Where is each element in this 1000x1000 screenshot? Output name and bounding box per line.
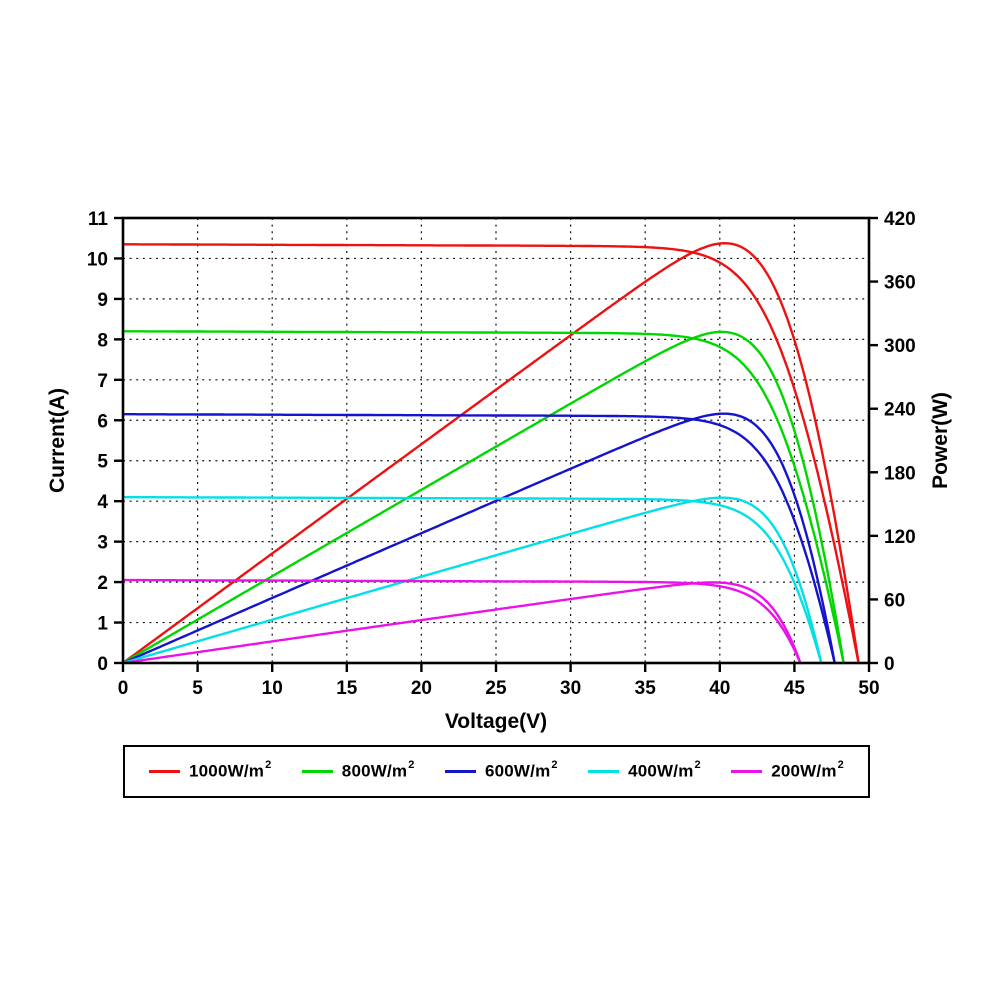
legend-line-swatch-800 bbox=[301, 770, 333, 773]
pv-curve-400W/m2 bbox=[121, 496, 823, 665]
y-right-tick-label: 0 bbox=[884, 654, 895, 675]
legend-item-1000: 1000W/m2 bbox=[149, 759, 272, 782]
grid-layer bbox=[123, 218, 869, 663]
legend-item-200: 200W/m2 bbox=[731, 759, 844, 782]
y-left-tick-label: 5 bbox=[97, 452, 108, 473]
legend-item-800: 800W/m2 bbox=[301, 759, 415, 782]
iv-curve-600W/m2 bbox=[121, 413, 836, 665]
y-right-tick-label: 60 bbox=[884, 590, 905, 611]
y-left-tick-label: 7 bbox=[97, 371, 108, 392]
pv-curve-200W/m2 bbox=[121, 581, 802, 665]
y-left-tick-label: 3 bbox=[97, 533, 108, 554]
legend-label-600: 600W/m2 bbox=[484, 759, 558, 781]
legend-line-swatch-200 bbox=[731, 770, 763, 773]
y-left-tick-label: 1 bbox=[97, 614, 108, 635]
pv-curve-600W/m2 bbox=[121, 412, 836, 665]
x-axis-title: Voltage(V) bbox=[445, 710, 547, 733]
x-tick-label: 25 bbox=[485, 678, 507, 699]
y-right-tick-label: 240 bbox=[884, 400, 916, 421]
y-right-tick-label: 420 bbox=[884, 209, 916, 230]
y-left-tick-label: 6 bbox=[97, 411, 108, 432]
curve-layer bbox=[121, 242, 860, 665]
x-tick-label: 40 bbox=[709, 678, 730, 699]
y-right-tick-label: 300 bbox=[884, 336, 916, 357]
y-left-tick-label: 2 bbox=[97, 573, 108, 594]
iv-curve-400W/m2 bbox=[121, 495, 823, 665]
legend-item-400: 400W/m2 bbox=[588, 759, 701, 782]
y-left-tick-label: 10 bbox=[87, 249, 108, 270]
legend-label-800: 800W/m2 bbox=[341, 759, 415, 781]
legend: 1000W/m2 800W/m2 600W/m2 400W/m2 200W/m2 bbox=[123, 745, 870, 798]
y-left-tick-label: 11 bbox=[88, 209, 109, 230]
x-tick-label: 5 bbox=[192, 678, 203, 699]
iv-curve-200W/m2 bbox=[121, 578, 802, 665]
x-tick-label: 15 bbox=[336, 678, 358, 699]
y-left-tick-label: 9 bbox=[97, 290, 108, 311]
legend-label-200: 200W/m2 bbox=[771, 759, 844, 781]
pv-curve-800W/m2 bbox=[121, 330, 845, 665]
y-left-tick-label: 0 bbox=[97, 654, 108, 675]
x-tick-label: 0 bbox=[118, 678, 129, 699]
x-tick-label: 50 bbox=[858, 678, 879, 699]
y-left-tick-label: 4 bbox=[97, 492, 108, 513]
x-tick-label: 10 bbox=[262, 678, 283, 699]
x-tick-label: 35 bbox=[635, 678, 657, 699]
legend-line-swatch-600 bbox=[444, 770, 476, 773]
y-right-tick-label: 180 bbox=[884, 463, 916, 484]
y-left-tick-label: 8 bbox=[97, 330, 108, 351]
y-right-axis-title: Power(W) bbox=[929, 392, 952, 489]
y-left-axis-title: Current(A) bbox=[46, 388, 69, 493]
iv-curve-800W/m2 bbox=[121, 330, 845, 665]
legend-line-swatch-1000 bbox=[149, 770, 180, 773]
tick-layer: 0 5 10 15 20 25 30 35 40 45 5001234567891011060120… bbox=[87, 209, 916, 699]
pv-curve-1000W/m2 bbox=[121, 242, 860, 665]
legend-label-1000: 1000W/m2 bbox=[189, 759, 272, 781]
legend-label-400: 400W/m2 bbox=[628, 759, 701, 781]
legend-line-swatch-400 bbox=[588, 770, 620, 773]
legend-item-600: 600W/m2 bbox=[444, 759, 558, 782]
y-right-tick-label: 360 bbox=[884, 273, 916, 294]
iv-curve-1000W/m2 bbox=[121, 243, 860, 665]
x-tick-label: 20 bbox=[411, 678, 432, 699]
x-tick-label: 45 bbox=[784, 678, 806, 699]
x-tick-label: 30 bbox=[560, 678, 581, 699]
y-right-tick-label: 120 bbox=[884, 527, 916, 548]
